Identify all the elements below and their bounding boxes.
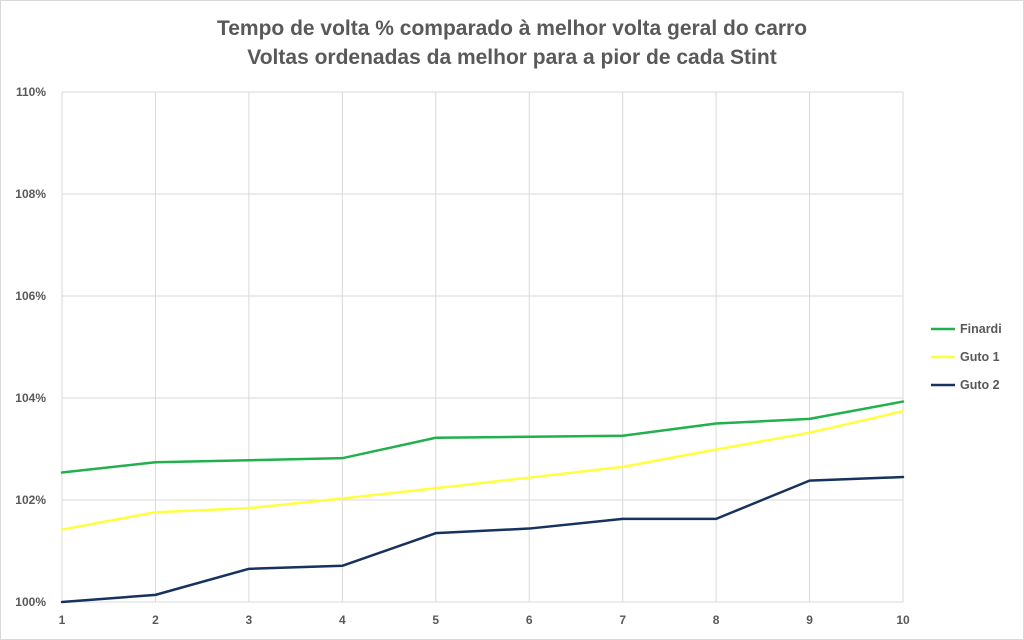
- y-tick-label: 110%: [16, 85, 46, 99]
- y-tick-label: 106%: [15, 289, 46, 303]
- x-tick-label: 3: [246, 613, 253, 627]
- legend-label-1: Guto 1: [960, 350, 1000, 364]
- x-tick-label: 2: [152, 613, 159, 627]
- series-line-2: [60, 475, 905, 604]
- legend: Finardi Guto 1 Guto 2: [931, 322, 1002, 392]
- chart-title-block: Tempo de volta % comparado à melhor volt…: [0, 14, 1024, 72]
- x-tick-label: 8: [713, 613, 720, 627]
- legend-label-2: Guto 2: [960, 378, 1000, 392]
- gridlines: [61, 91, 904, 603]
- series-line-1: [60, 410, 905, 531]
- legend-label-0: Finardi: [960, 322, 1002, 336]
- y-tick-label: 108%: [15, 187, 46, 201]
- chart-title: Tempo de volta % comparado à melhor volt…: [216, 17, 808, 40]
- series-lines: [60, 400, 905, 604]
- series-line-0: [60, 400, 905, 474]
- x-tick-label: 4: [339, 613, 346, 627]
- chart-subtitle: Voltas ordenadas da melhor para a pior d…: [247, 46, 777, 69]
- y-tick-label: 100%: [15, 595, 46, 609]
- x-tick-label: 5: [432, 613, 439, 627]
- y-axis-tick-labels: 100% 102% 104% 106% 108% 110%: [15, 85, 46, 609]
- y-tick-label: 102%: [15, 493, 46, 507]
- x-tick-label: 7: [619, 613, 626, 627]
- x-tick-label: 1: [59, 613, 66, 627]
- y-tick-label: 104%: [15, 391, 46, 405]
- x-tick-label: 9: [806, 613, 813, 627]
- x-tick-label: 10: [896, 613, 910, 627]
- x-tick-label: 6: [526, 613, 533, 627]
- x-axis-tick-labels: 1 2 3 4 5 6 7 8 9 10: [59, 613, 910, 627]
